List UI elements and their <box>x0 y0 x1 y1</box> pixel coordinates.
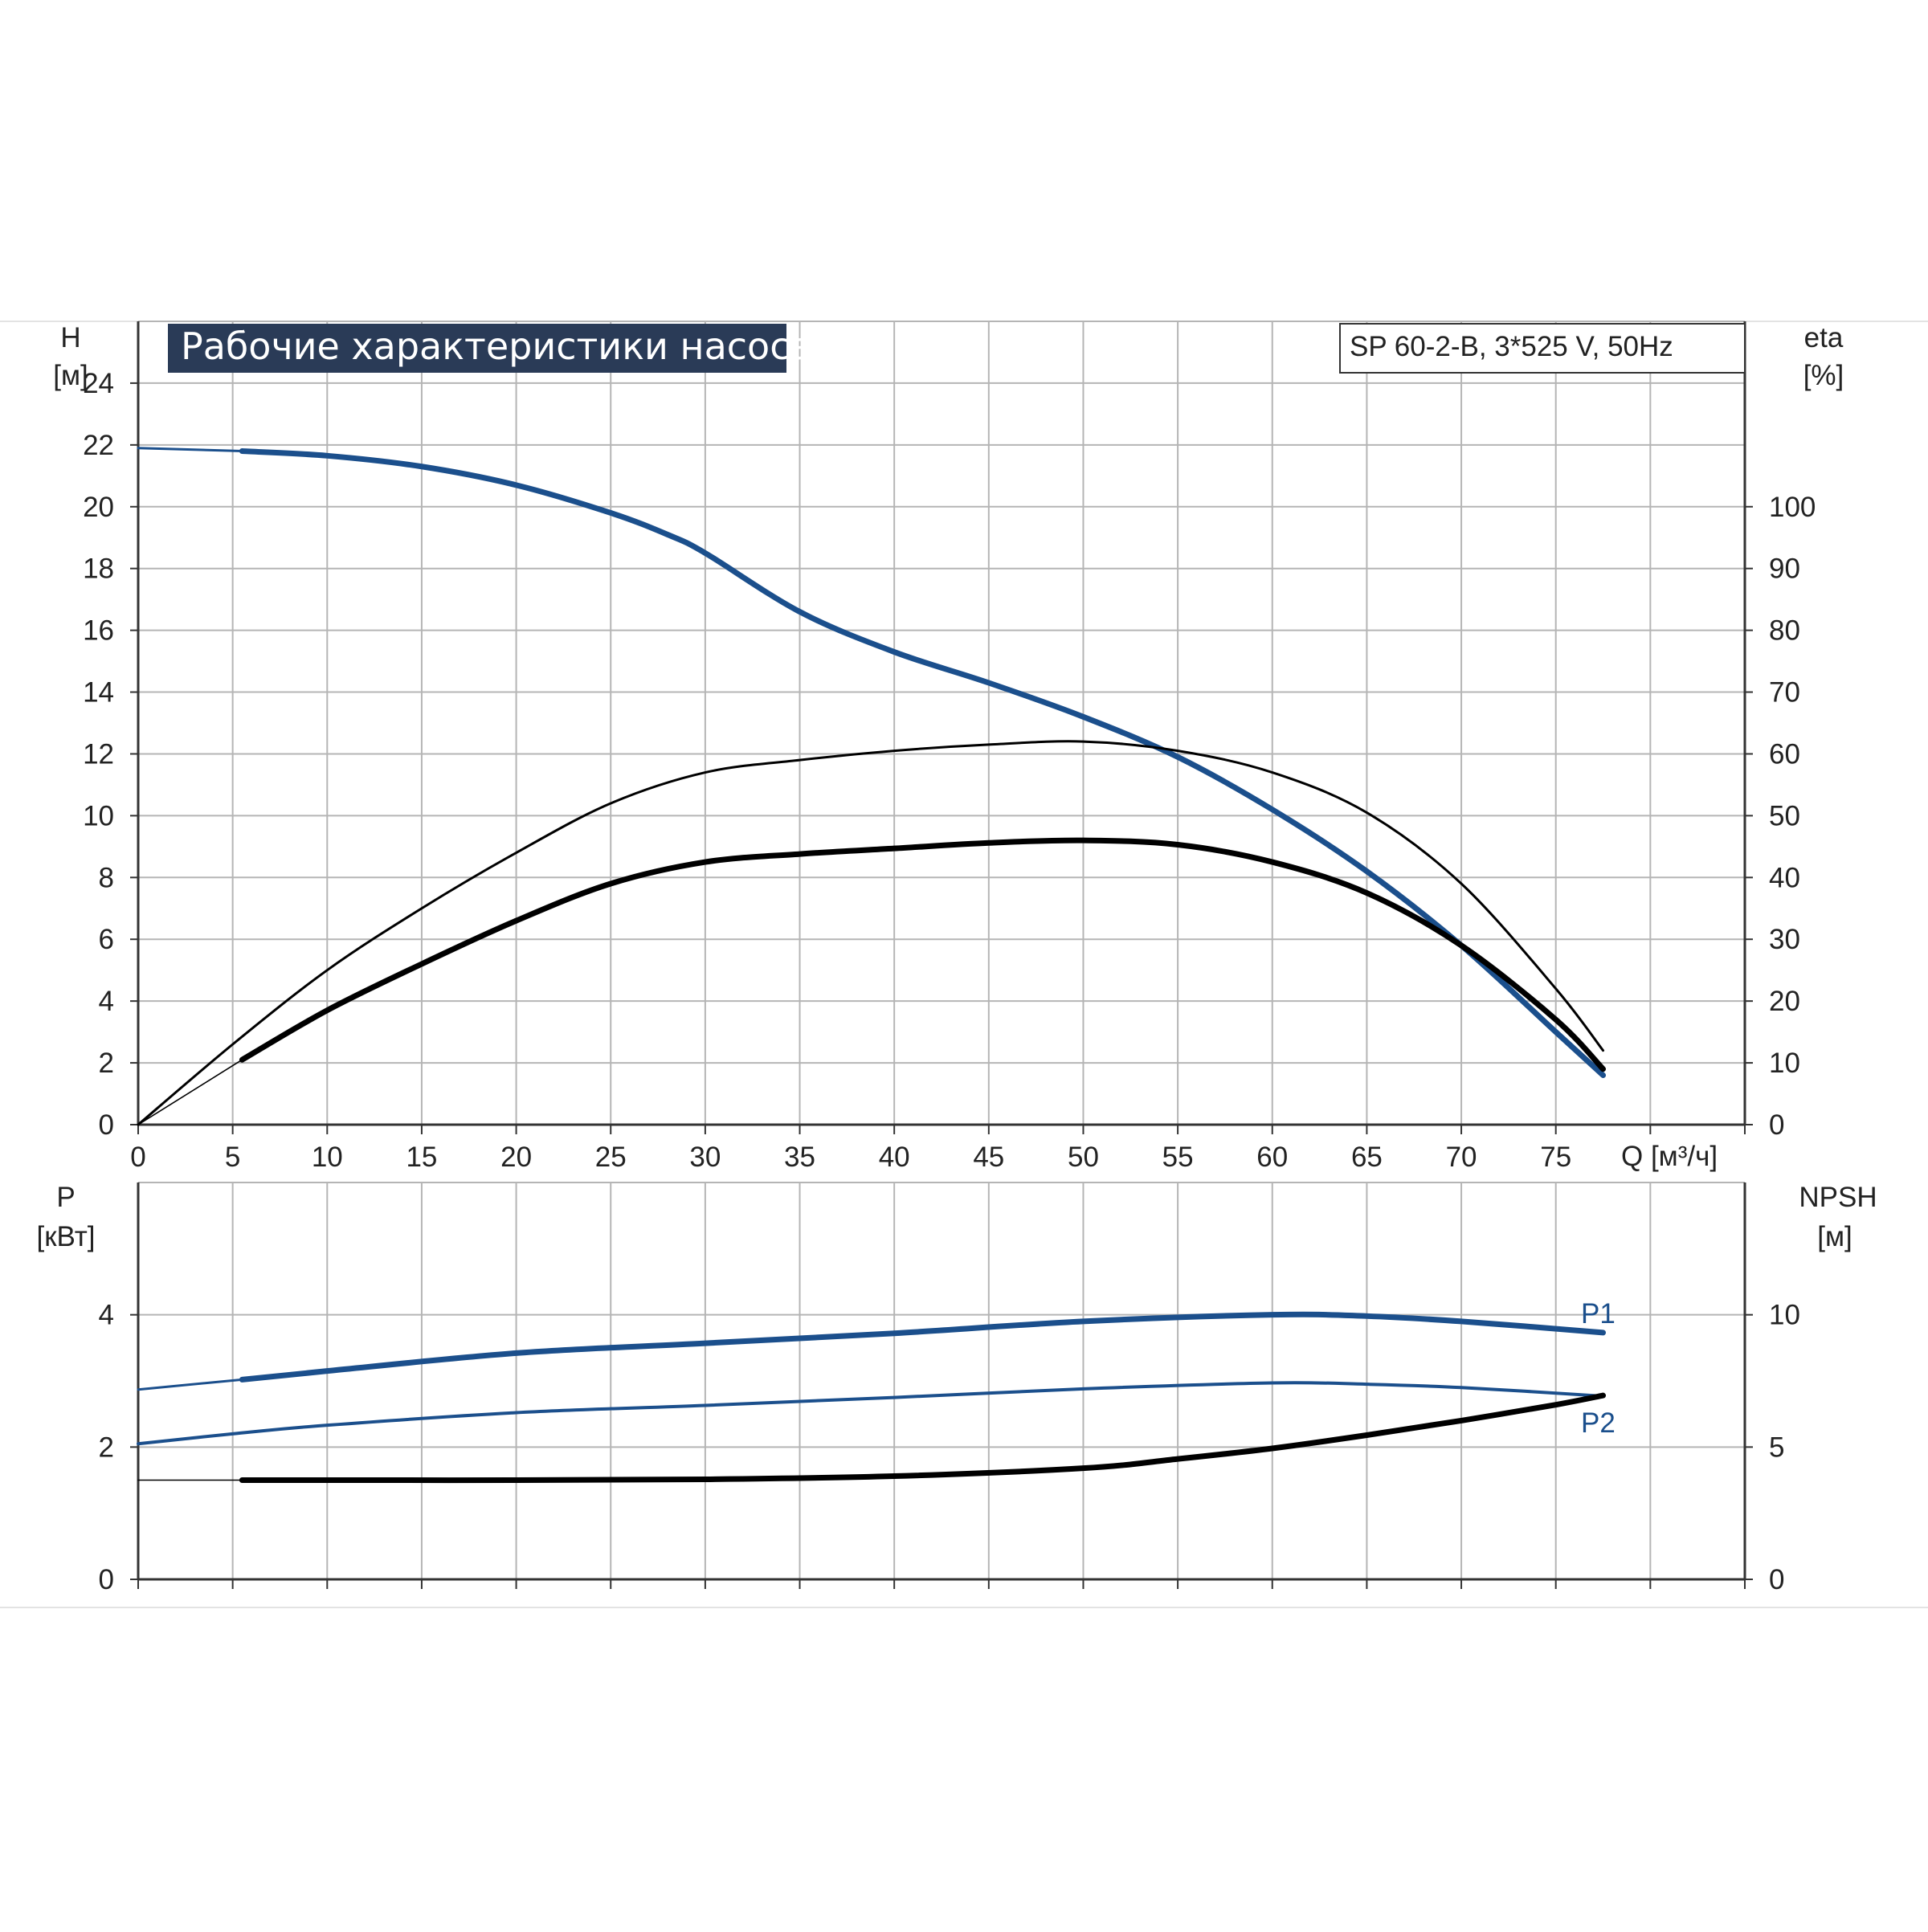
y-right-axis-unit: [%] <box>1803 360 1844 391</box>
y-right-tick-label: 10 <box>1769 1300 1800 1331</box>
x-tick-label: 60 <box>1256 1142 1288 1173</box>
y-right-tick-label: 5 <box>1769 1432 1784 1463</box>
y-left-axis-name: H <box>60 322 80 353</box>
y-right-tick-label: 70 <box>1769 677 1800 709</box>
y-left-tick-label: 22 <box>83 430 114 461</box>
x-tick-label: 50 <box>1068 1142 1099 1173</box>
y-left-tick-label: 14 <box>83 677 114 709</box>
panel1-series-3-curve <box>239 1392 1607 1484</box>
y-left-axis-unit: [м] <box>53 360 88 391</box>
x-tick-label: 20 <box>500 1142 532 1173</box>
y-right-tick-label: 20 <box>1769 986 1800 1017</box>
top-panel-series <box>137 447 1607 1126</box>
y-left-tick-label: 0 <box>99 1564 114 1595</box>
chart-title-background <box>168 324 786 373</box>
bottom-panel-grid <box>138 1182 1746 1579</box>
x-tick-label: 45 <box>973 1142 1004 1173</box>
npsh-axis-unit: [м] <box>1817 1221 1852 1252</box>
p1-curve <box>239 1311 1607 1383</box>
y-left-tick-label: 20 <box>83 492 114 523</box>
y-right-tick-label: 80 <box>1769 615 1800 647</box>
y-left-tick-label: 12 <box>83 738 114 770</box>
power-axis-unit: [кВт] <box>37 1221 96 1252</box>
y-right-tick-label: 60 <box>1769 738 1800 770</box>
y-right-tick-label: 50 <box>1769 800 1800 831</box>
x-tick-label: 70 <box>1446 1142 1477 1173</box>
y-right-tick-label: 100 <box>1769 492 1816 523</box>
y-left-tick-label: 2 <box>99 1048 114 1079</box>
power-axis-name: P <box>56 1182 75 1213</box>
y-left-tick-label: 4 <box>99 986 114 1017</box>
panel0-series-0-curve <box>239 448 1607 1078</box>
p2-curve <box>137 1381 1605 1446</box>
y-left-tick-label: 18 <box>83 553 114 585</box>
y-left-tick-label: 8 <box>99 862 114 893</box>
panel0-series-3-curve <box>239 837 1607 1072</box>
chart-title: Рабочие характеристики насоса <box>181 325 813 368</box>
model-label: SP 60-2-B, 3*525 V, 50Hz <box>1350 331 1673 362</box>
y-left-tick-label: 10 <box>83 800 114 831</box>
y-left-tick-label: 0 <box>99 1109 114 1141</box>
y-left-tick-label: 24 <box>83 368 114 399</box>
p1-series-label: P1 <box>1581 1298 1616 1330</box>
npsh-axis-name: NPSH <box>1799 1182 1877 1213</box>
top-panel-axes: 0246810121416182022240102030405060708090… <box>83 321 1816 1173</box>
y-left-tick-label: 4 <box>99 1300 114 1331</box>
x-tick-label: 10 <box>312 1142 343 1173</box>
x-tick-label: 65 <box>1351 1142 1383 1173</box>
y-right-tick-label: 90 <box>1769 553 1800 585</box>
y-left-tick-label: 6 <box>99 924 114 955</box>
x-tick-label: 25 <box>595 1142 627 1173</box>
x-tick-label: 75 <box>1540 1142 1571 1173</box>
bottom-panel-axes: 0 2 4 0 5 10 <box>99 1182 1800 1595</box>
y-right-tick-label: 10 <box>1769 1048 1800 1079</box>
y-right-tick-label: 0 <box>1769 1564 1784 1595</box>
y-right-axis-name: eta <box>1804 322 1844 353</box>
y-right-tick-label: 40 <box>1769 862 1800 893</box>
p2-series-label: P2 <box>1581 1407 1616 1439</box>
y-left-tick-label: 16 <box>83 615 114 647</box>
x-tick-label: 40 <box>879 1142 910 1173</box>
x-tick-label: 5 <box>225 1142 240 1173</box>
x-tick-label: 35 <box>784 1142 815 1173</box>
panel0-series-1-curve <box>137 447 243 453</box>
model-label-box <box>1339 323 1746 374</box>
y-right-tick-label: 30 <box>1769 924 1800 955</box>
x-tick-label: 0 <box>130 1142 145 1173</box>
x-tick-label: 30 <box>689 1142 721 1173</box>
y-right-tick-label: 0 <box>1769 1109 1784 1141</box>
x-tick-label: 55 <box>1162 1142 1194 1173</box>
bottom-panel-series <box>137 1311 1607 1484</box>
panel1-series-1-curve <box>137 1378 243 1391</box>
x-tick-label: 15 <box>406 1142 437 1173</box>
panel0-series-2-curve <box>137 740 1605 1126</box>
y-left-tick-label: 2 <box>99 1432 114 1463</box>
top-panel-grid <box>138 321 1746 1125</box>
panel0-series-4-curve <box>137 1059 243 1125</box>
x-axis-label: Q [м³/ч] <box>1621 1141 1718 1172</box>
